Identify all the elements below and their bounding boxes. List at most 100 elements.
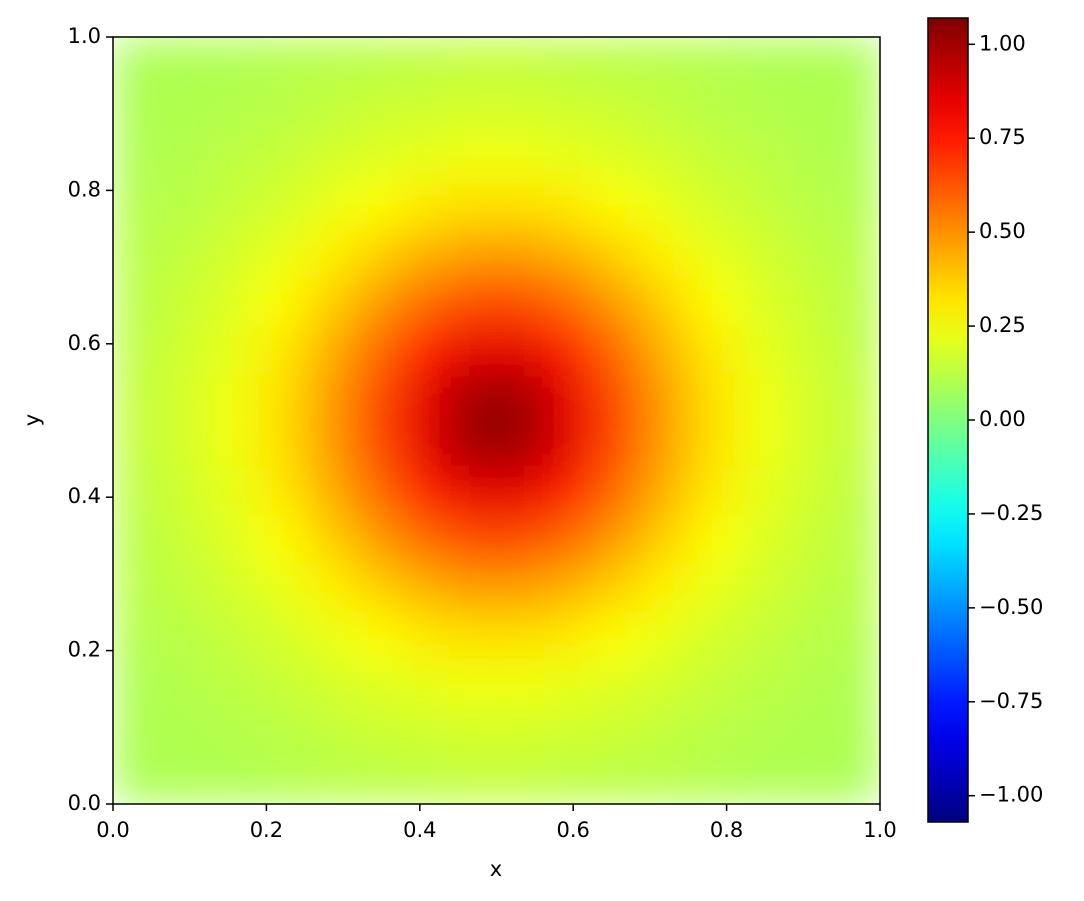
heat-cell bbox=[784, 468, 833, 517]
heat-cell bbox=[352, 324, 402, 374]
heat-cell bbox=[832, 84, 881, 134]
heat-cell bbox=[784, 660, 833, 709]
colorbar-tick-label: −0.50 bbox=[979, 595, 1043, 619]
heat-cell bbox=[352, 420, 402, 469]
heat-cell bbox=[688, 228, 737, 278]
heat-cell bbox=[496, 660, 545, 709]
colorbar-tick-label: −0.75 bbox=[979, 689, 1043, 713]
heat-cell bbox=[832, 324, 881, 374]
heat-cell bbox=[640, 37, 689, 86]
heat-cell bbox=[592, 468, 641, 517]
heat-cell bbox=[640, 756, 689, 805]
heat-cell bbox=[640, 564, 689, 613]
heat-cell bbox=[784, 420, 833, 469]
heat-cell bbox=[496, 180, 545, 230]
x-tick-label: 0.8 bbox=[710, 818, 743, 842]
heat-cell bbox=[496, 228, 545, 278]
heat-cell bbox=[400, 180, 450, 230]
colorbar-tick-label: 1.00 bbox=[979, 31, 1026, 55]
heat-cell bbox=[208, 228, 258, 278]
heat-cell bbox=[256, 228, 306, 278]
heat-cell bbox=[784, 564, 833, 613]
heat-cell bbox=[352, 228, 402, 278]
heat-cell bbox=[113, 756, 162, 805]
heat-cell bbox=[304, 180, 354, 230]
heat-cell bbox=[544, 420, 593, 469]
heatmap bbox=[113, 37, 881, 805]
heat-cell bbox=[113, 228, 162, 278]
heat-cell bbox=[448, 180, 497, 230]
heat-cell bbox=[736, 276, 785, 326]
heat-cell bbox=[496, 516, 545, 565]
heat-cell bbox=[304, 468, 354, 517]
heat-cell bbox=[448, 84, 497, 134]
heat-cell bbox=[496, 756, 545, 805]
heat-cell bbox=[640, 612, 689, 661]
heat-cell bbox=[448, 324, 497, 374]
heat-cell bbox=[160, 132, 210, 182]
heat-cell bbox=[832, 564, 881, 613]
heat-cell bbox=[160, 420, 210, 469]
heat-cell bbox=[256, 84, 306, 134]
heat-cell bbox=[256, 420, 306, 469]
heat-cell bbox=[784, 612, 833, 661]
heat-cell bbox=[832, 660, 881, 709]
heat-cell bbox=[113, 564, 162, 613]
heat-cell bbox=[496, 276, 545, 326]
heat-cell bbox=[304, 756, 354, 805]
heat-cell bbox=[736, 180, 785, 230]
heat-cell bbox=[304, 420, 354, 469]
colorbar-tick-label: 0.25 bbox=[979, 313, 1026, 337]
heat-cell bbox=[400, 276, 450, 326]
heat-cell bbox=[736, 84, 785, 134]
heat-cell bbox=[256, 180, 306, 230]
heat-cell bbox=[400, 564, 450, 613]
heat-cell bbox=[688, 132, 737, 182]
heat-cell bbox=[352, 660, 402, 709]
heat-cell bbox=[640, 180, 689, 230]
heat-cell bbox=[256, 37, 306, 86]
heat-cell bbox=[496, 324, 545, 374]
heat-cell bbox=[736, 37, 785, 86]
heat-cell bbox=[304, 324, 354, 374]
heat-cell bbox=[832, 468, 881, 517]
heat-cell bbox=[400, 756, 450, 805]
heat-cell bbox=[256, 612, 306, 661]
heat-cell bbox=[400, 228, 450, 278]
heat-cell bbox=[113, 84, 162, 134]
heat-cell bbox=[736, 228, 785, 278]
heat-cell bbox=[784, 372, 833, 421]
heat-cell bbox=[208, 468, 258, 517]
heat-cell bbox=[640, 468, 689, 517]
heat-cell bbox=[784, 708, 833, 757]
y-tick-label: 0.0 bbox=[68, 791, 101, 815]
heat-cell bbox=[592, 276, 641, 326]
heat-cell bbox=[113, 132, 162, 182]
heat-cell bbox=[352, 180, 402, 230]
heat-cell bbox=[256, 660, 306, 709]
heat-cell bbox=[736, 564, 785, 613]
heat-cell bbox=[113, 420, 162, 469]
heat-cell bbox=[400, 324, 450, 374]
heat-cell bbox=[688, 372, 737, 421]
heat-cell bbox=[304, 228, 354, 278]
heat-cell bbox=[640, 228, 689, 278]
y-tick-label: 0.4 bbox=[68, 484, 101, 508]
heat-cell bbox=[113, 324, 162, 374]
y-axis-label: y bbox=[20, 414, 44, 426]
heat-cell bbox=[352, 564, 402, 613]
heat-cell bbox=[160, 708, 210, 757]
heat-cell bbox=[544, 84, 593, 134]
colorbar-tick-label: 0.00 bbox=[979, 407, 1026, 431]
heat-cell bbox=[160, 372, 210, 421]
heat-cell bbox=[784, 228, 833, 278]
heat-cell bbox=[352, 708, 402, 757]
heat-cell bbox=[304, 84, 354, 134]
heat-cell bbox=[784, 756, 833, 805]
heat-cell bbox=[544, 276, 593, 326]
heat-cell bbox=[352, 84, 402, 134]
heat-cell bbox=[304, 132, 354, 182]
heat-cell bbox=[688, 516, 737, 565]
heat-cell bbox=[832, 420, 881, 469]
heat-cell bbox=[160, 756, 210, 805]
